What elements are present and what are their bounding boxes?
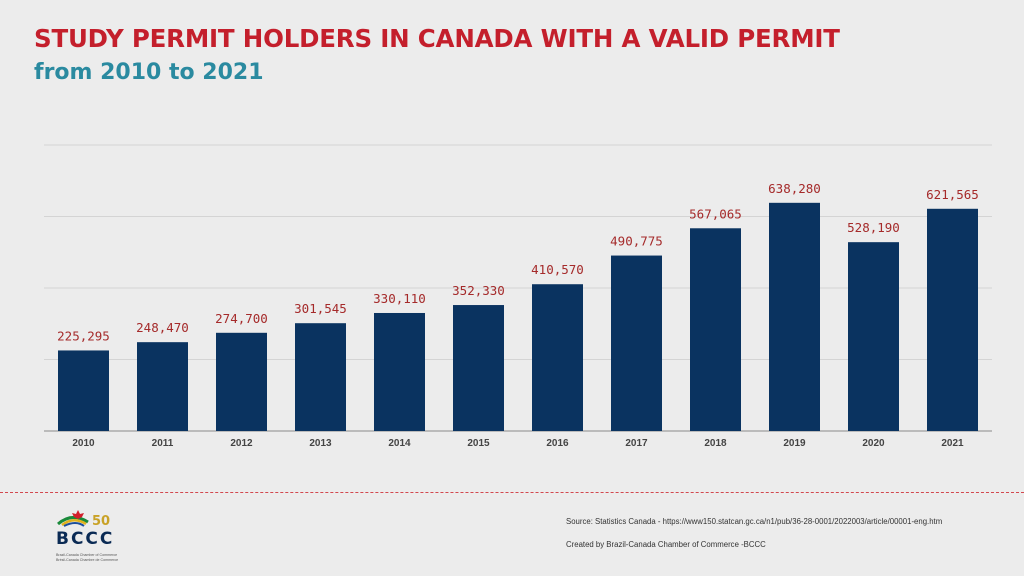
x-tick-2012: 2012 <box>230 438 253 449</box>
x-tick-2020: 2020 <box>862 438 885 449</box>
x-tick-2014: 2014 <box>388 438 411 449</box>
data-labels: 225,295 248,470 274,700 301,545 330,110 352,3… <box>57 181 979 344</box>
data-label-2019: 638,280 <box>768 181 821 196</box>
data-label-2017: 490,775 <box>610 234 663 249</box>
x-tick-2021: 2021 <box>941 438 964 449</box>
logo-text: BCCC <box>56 529 115 549</box>
x-tick-2017: 2017 <box>625 438 648 449</box>
bar-2010 <box>58 350 109 431</box>
gridlines <box>44 144 992 432</box>
bar-2018 <box>690 228 741 431</box>
logo-emblem-icon: 50 <box>57 510 110 529</box>
bar-chart: 225,295 248,470 274,700 301,545 330,110 352,3… <box>44 144 992 449</box>
data-label-2018: 567,065 <box>689 206 742 221</box>
credit-note: Created by Brazil-Canada Chamber of Comm… <box>566 540 766 549</box>
data-label-2012: 274,700 <box>215 311 268 326</box>
bars <box>58 202 978 431</box>
x-tick-2019: 2019 <box>783 438 806 449</box>
bar-2015 <box>453 305 504 431</box>
logo-line-2: Brésil-Canada Chambre de Commerce <box>56 558 119 562</box>
data-label-2011: 248,470 <box>136 320 189 335</box>
logo-line-1: Brazil-Canada Chamber of Commerce <box>56 553 118 557</box>
data-label-2020: 528,190 <box>847 220 900 235</box>
bar-2016 <box>532 284 583 431</box>
logo-number: 50 <box>92 514 110 529</box>
bar-2021 <box>927 208 978 431</box>
bccc-logo: 50 BCCC Brazil-Canada Chamber of Commerc… <box>54 508 134 570</box>
source-note: Source: Statistics Canada - https://www1… <box>566 517 943 526</box>
x-tick-2016: 2016 <box>546 438 569 449</box>
bar-2020 <box>848 242 899 431</box>
chart-subtitle: from 2010 to 2021 <box>34 60 264 85</box>
bar-2019 <box>769 202 820 431</box>
bar-2014 <box>374 312 425 431</box>
footer-divider <box>0 492 1024 493</box>
data-label-2015: 352,330 <box>452 283 505 298</box>
data-label-2016: 410,570 <box>531 262 584 277</box>
bar-2011 <box>137 342 188 431</box>
x-tick-2010: 2010 <box>72 438 95 449</box>
data-label-2013: 301,545 <box>294 301 347 316</box>
data-label-2014: 330,110 <box>373 291 426 306</box>
chart-title: STUDY PERMIT HOLDERS IN CANADA WITH A VA… <box>34 24 840 53</box>
x-tick-2013: 2013 <box>309 438 332 449</box>
bar-2012 <box>216 332 267 431</box>
bar-2017 <box>611 255 662 431</box>
x-tick-2018: 2018 <box>704 438 727 449</box>
x-tick-2015: 2015 <box>467 438 490 449</box>
data-label-2021: 621,565 <box>926 187 979 202</box>
x-tick-2011: 2011 <box>152 438 174 449</box>
data-label-2010: 225,295 <box>57 328 110 343</box>
bar-2013 <box>295 323 346 431</box>
x-tick-labels: 2010 2011 2012 2013 2014 2015 2016 2017 2018 2019… <box>72 438 964 449</box>
